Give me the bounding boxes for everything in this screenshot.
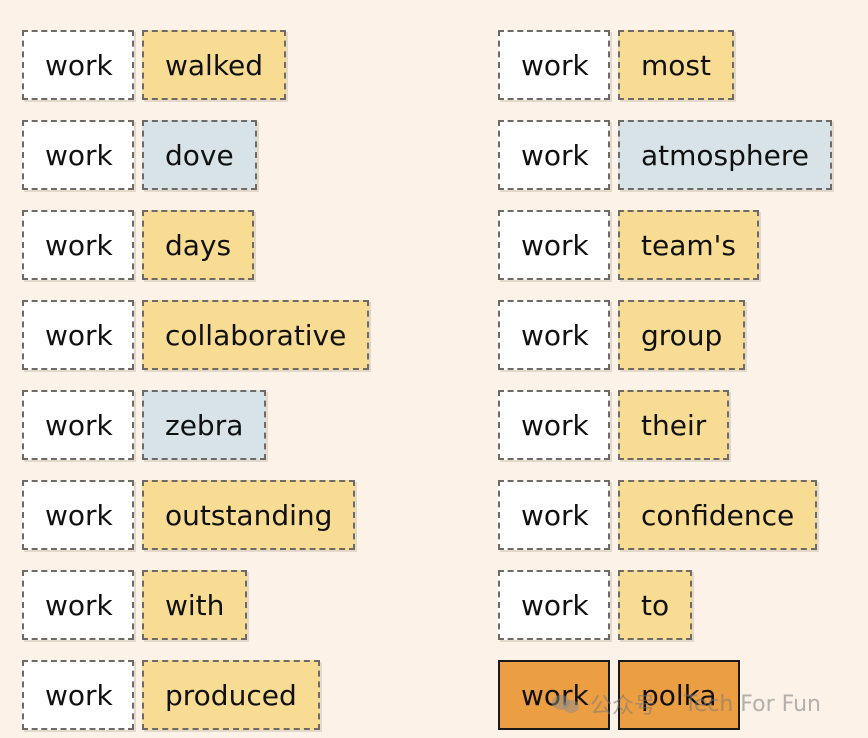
key-chip: atmosphere — [618, 120, 832, 190]
pair-row: work their — [498, 390, 730, 460]
key-chip: their — [618, 390, 730, 460]
query-chip: work — [498, 300, 610, 370]
key-chip: outstanding — [142, 480, 356, 550]
pair-row: work produced — [22, 660, 320, 730]
query-chip: work — [498, 210, 610, 280]
key-chip: zebra — [142, 390, 267, 460]
key-chip: walked — [142, 30, 287, 100]
pair-row: work confidence — [498, 480, 818, 550]
watermark-name: Tech For Fun — [684, 691, 821, 717]
key-chip: to — [618, 570, 693, 640]
key-chip: most — [618, 30, 734, 100]
pair-row: work collaborative — [22, 300, 370, 370]
pair-row: work team's — [498, 210, 759, 280]
key-chip: days — [142, 210, 255, 280]
query-chip: work — [22, 210, 134, 280]
pair-row-active: work polka — [498, 660, 740, 730]
query-chip: work — [22, 390, 134, 460]
pair-row: work most — [498, 30, 734, 100]
pair-row: work group — [498, 300, 746, 370]
query-chip: work — [22, 480, 134, 550]
pair-row: work to — [498, 570, 693, 640]
query-chip: work — [22, 120, 134, 190]
pair-row: work days — [22, 210, 255, 280]
query-chip: work — [22, 30, 134, 100]
query-chip: work — [22, 570, 134, 640]
pair-row: work walked — [22, 30, 287, 100]
key-chip: with — [142, 570, 248, 640]
pair-row: work with — [22, 570, 248, 640]
key-chip: dove — [142, 120, 257, 190]
watermark: 公众号 Tech For Fun — [552, 688, 821, 720]
pair-row: work zebra — [22, 390, 267, 460]
pair-row: work outstanding — [22, 480, 356, 550]
query-chip: work — [22, 660, 134, 730]
key-chip: confidence — [618, 480, 818, 550]
pair-row: work atmosphere — [498, 120, 832, 190]
query-chip: work — [498, 480, 610, 550]
pair-row: work dove — [22, 120, 257, 190]
key-chip: produced — [142, 660, 320, 730]
key-chip: group — [618, 300, 746, 370]
query-chip: work — [22, 300, 134, 370]
query-chip: work — [498, 30, 610, 100]
wechat-icon — [552, 693, 580, 715]
watermark-channel: 公众号 — [590, 694, 657, 719]
query-chip-active: work — [498, 660, 610, 730]
key-chip: team's — [618, 210, 759, 280]
key-chip-active: polka — [618, 660, 740, 730]
query-chip: work — [498, 390, 610, 460]
query-chip: work — [498, 570, 610, 640]
key-chip: collaborative — [142, 300, 370, 370]
query-chip: work — [498, 120, 610, 190]
